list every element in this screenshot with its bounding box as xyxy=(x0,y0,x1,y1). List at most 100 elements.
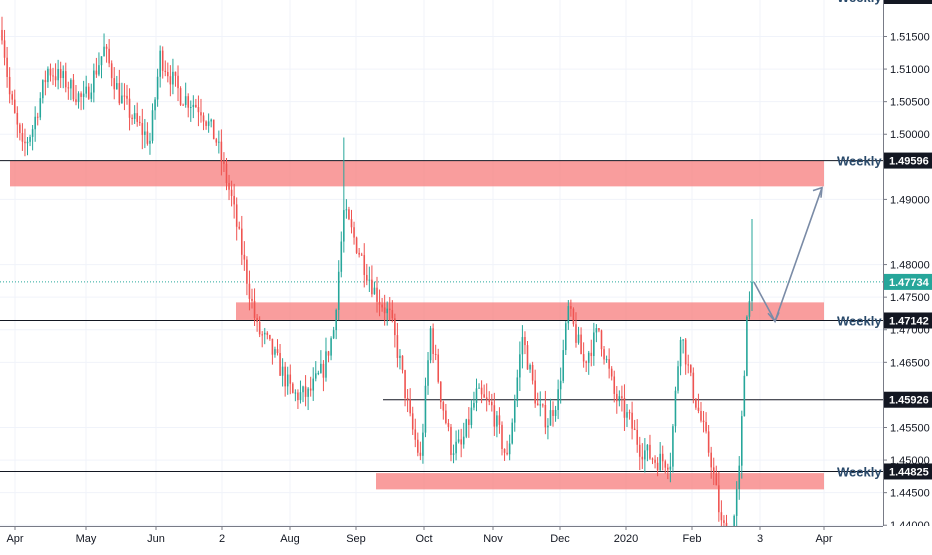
level-price-tag xyxy=(884,152,932,169)
candle-body xyxy=(266,332,269,335)
candle-body xyxy=(564,323,567,351)
candle-body xyxy=(422,432,424,456)
candle-body xyxy=(531,364,534,381)
x-tick-label: Jun xyxy=(147,533,165,545)
candle-body xyxy=(633,428,636,431)
candle-body xyxy=(241,228,243,255)
candle-body xyxy=(506,452,508,455)
candle-body xyxy=(144,131,146,135)
candle-body xyxy=(557,389,559,411)
candle-body xyxy=(284,366,286,387)
y-tick-label: 1.50500 xyxy=(890,97,930,109)
candle-body xyxy=(534,380,536,404)
candle-body xyxy=(488,399,491,403)
candle-body xyxy=(98,65,100,75)
candle-body xyxy=(437,354,440,382)
candle-body xyxy=(246,259,248,284)
candle-body xyxy=(149,140,151,144)
candle-body xyxy=(355,237,358,253)
x-tick-label: 2 xyxy=(219,533,225,545)
candle-body xyxy=(394,318,396,336)
candle-body xyxy=(559,380,562,390)
candle-body xyxy=(322,363,325,378)
candle-body xyxy=(302,386,304,393)
candle-body xyxy=(93,70,95,93)
candle-body xyxy=(184,96,187,105)
candle-body xyxy=(151,110,154,141)
candle-body xyxy=(138,121,141,124)
candle-body xyxy=(36,116,39,118)
candle-body xyxy=(513,400,516,423)
candle-body xyxy=(656,462,659,471)
candle-body xyxy=(154,99,156,111)
candle-body xyxy=(462,436,465,445)
candle-body xyxy=(335,309,337,331)
candle-body xyxy=(192,104,195,108)
candle-body xyxy=(613,376,616,394)
candle-body xyxy=(292,383,294,393)
candle-body xyxy=(562,350,565,381)
candle-body xyxy=(105,46,108,49)
candle-body xyxy=(621,396,623,399)
candle-body xyxy=(483,394,485,398)
level-price-tag xyxy=(884,391,932,408)
candle-body xyxy=(460,439,462,445)
candle-body xyxy=(248,283,251,299)
candle-body xyxy=(189,107,192,109)
candle-body xyxy=(274,349,276,355)
candle-body xyxy=(337,271,340,310)
candle-body xyxy=(417,439,419,453)
candle-body xyxy=(258,321,261,335)
candle-body xyxy=(386,308,388,314)
candle-body xyxy=(126,95,128,99)
candle-body xyxy=(332,330,335,339)
supply-demand-zone xyxy=(10,160,824,187)
last-price-label: 1.47734 xyxy=(889,277,930,289)
candle-body xyxy=(503,448,506,453)
candle-body xyxy=(320,363,322,373)
candle-body xyxy=(468,419,470,425)
candle-body xyxy=(424,385,427,433)
candle-body xyxy=(626,412,628,418)
candle-body xyxy=(664,461,667,468)
candle-body xyxy=(442,402,445,411)
candle-body xyxy=(205,121,207,126)
candle-body xyxy=(225,163,228,184)
y-tick-label: 1.44500 xyxy=(890,488,930,500)
candle-body xyxy=(582,354,585,362)
x-tick-label: May xyxy=(76,533,97,545)
candle-body xyxy=(228,183,230,190)
candle-body xyxy=(215,139,218,143)
candle-body xyxy=(388,308,391,311)
candle-body xyxy=(299,392,302,401)
candle-body xyxy=(677,366,679,391)
candle-body xyxy=(13,99,16,113)
top-level-price-tag xyxy=(884,0,932,4)
candle-body xyxy=(118,83,121,104)
y-tick-label: 1.45500 xyxy=(890,422,930,434)
candle-body xyxy=(279,352,281,376)
candle-body xyxy=(177,75,179,89)
x-tick-label: Oct xyxy=(415,533,432,545)
candle-body xyxy=(475,388,478,403)
candle-body xyxy=(427,360,429,386)
x-tick-label: Feb xyxy=(683,533,702,545)
candle-body xyxy=(304,386,307,397)
top-weekly-label: Weekly xyxy=(837,0,882,5)
candle-body xyxy=(687,364,690,366)
y-tick-label: 1.49000 xyxy=(890,194,930,206)
candle-body xyxy=(608,359,610,369)
candle-body xyxy=(439,381,442,403)
plot-area[interactable] xyxy=(0,0,883,526)
candle-body xyxy=(218,141,220,143)
candle-body xyxy=(136,113,138,122)
candle-body xyxy=(26,141,29,144)
candle-body xyxy=(491,402,493,406)
candle-body xyxy=(450,426,452,455)
candle-body xyxy=(746,316,748,376)
y-tick-label: 1.51500 xyxy=(890,31,930,43)
candle-body xyxy=(600,330,603,350)
candle-body xyxy=(197,107,200,113)
candle-body xyxy=(567,306,570,324)
